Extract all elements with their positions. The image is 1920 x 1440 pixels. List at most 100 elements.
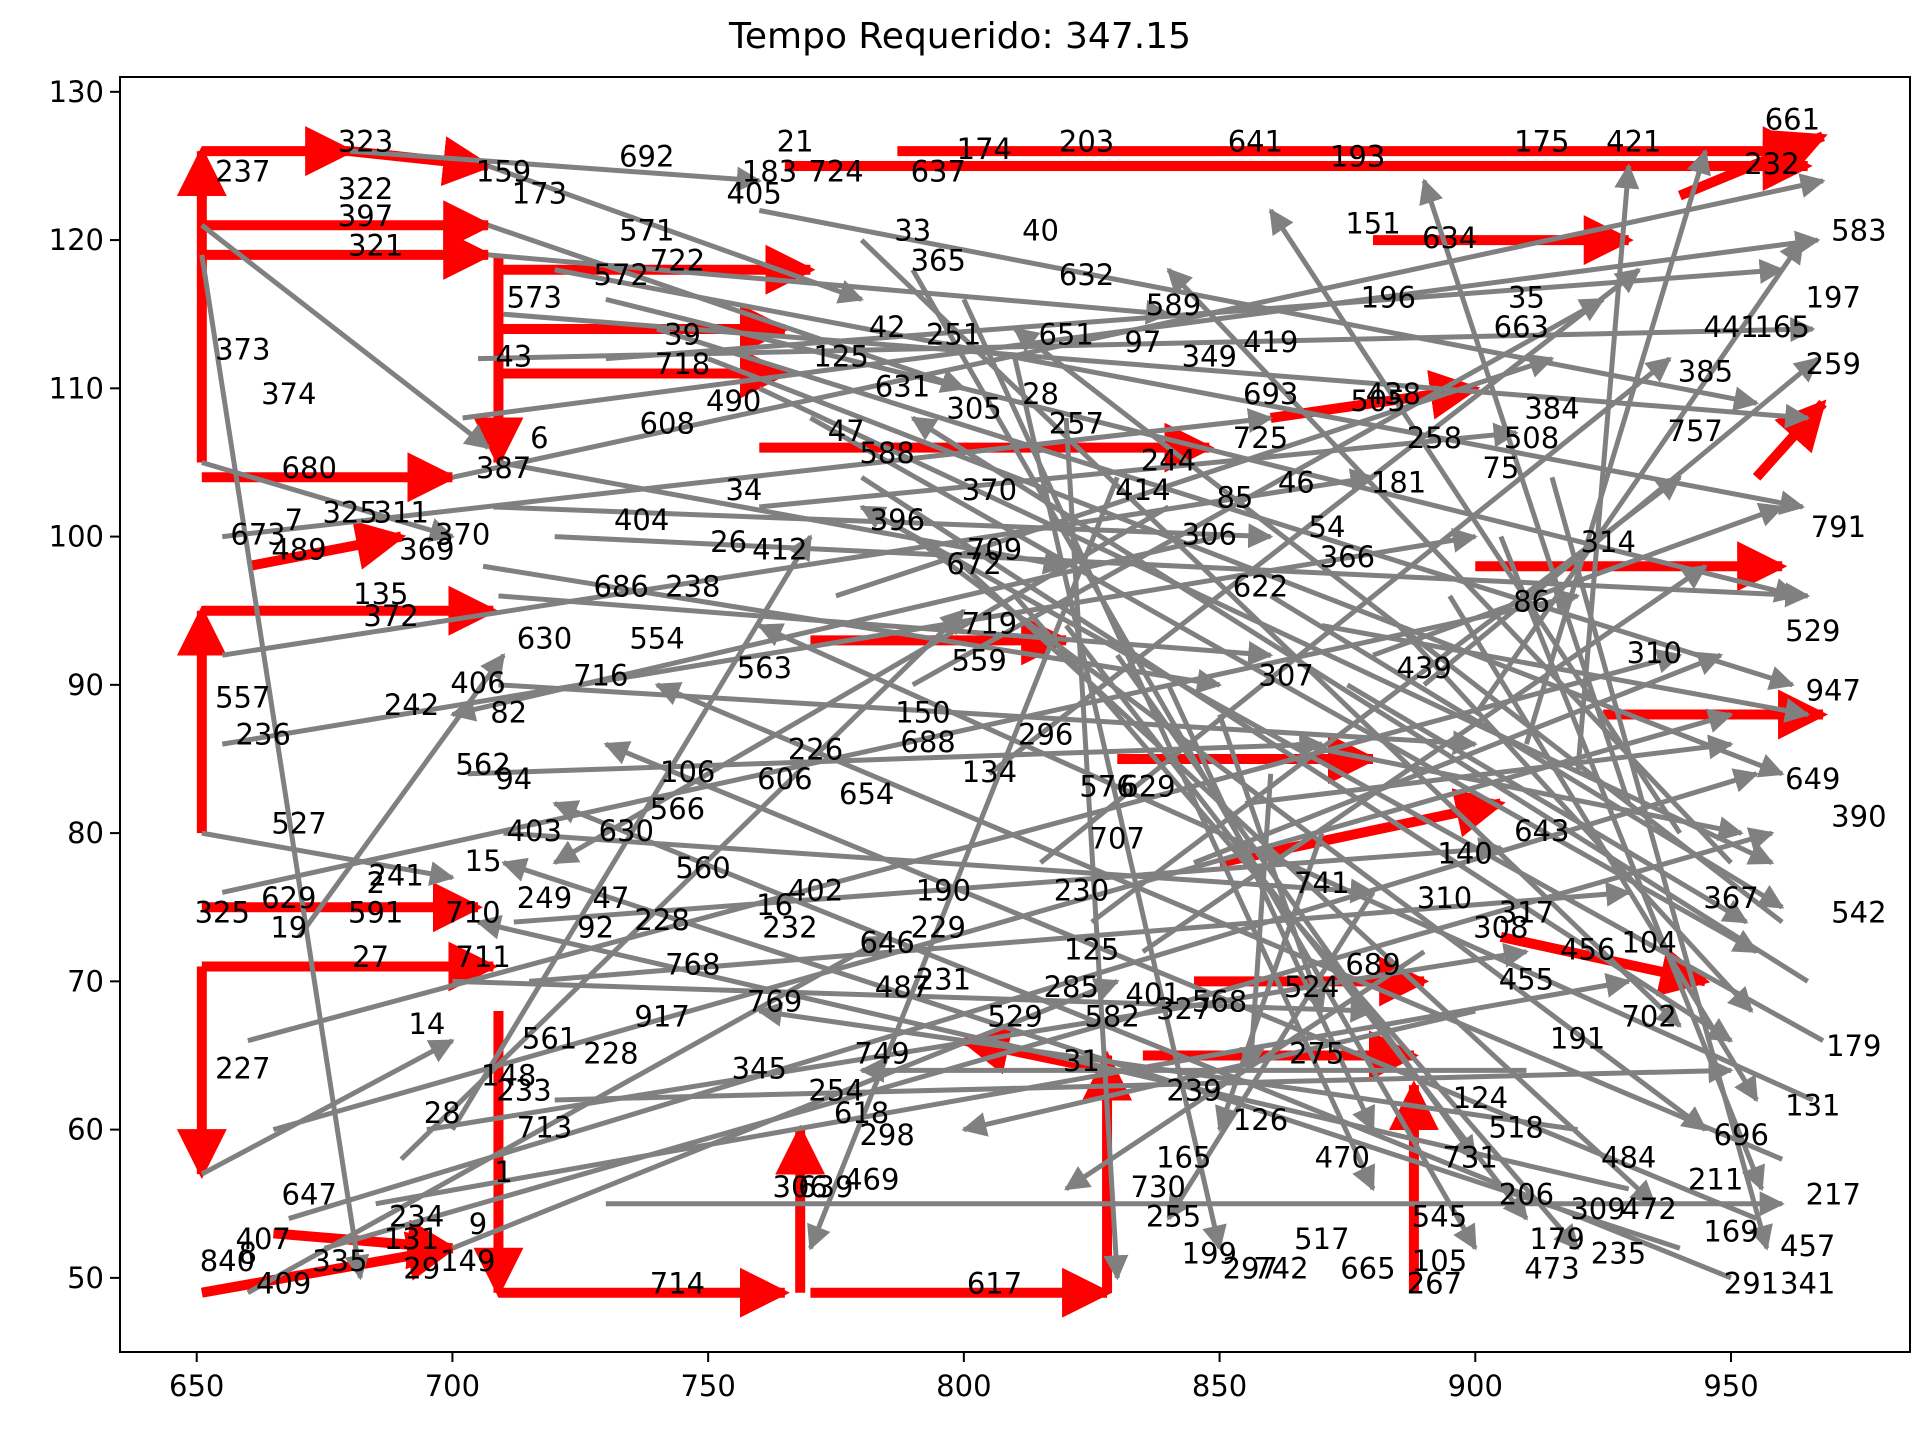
gray-edge (910, 415, 1810, 984)
node-label: 517 (1294, 1222, 1349, 1256)
node-label: 31 (1063, 1044, 1100, 1078)
node-label: 689 (1345, 948, 1400, 982)
gray-edge (859, 504, 1825, 1043)
node-label: 405 (726, 177, 781, 211)
node-label: 327 (1156, 992, 1211, 1026)
node-label: 367 (1703, 881, 1758, 915)
y-tick-label: 90 (67, 668, 104, 702)
node-label: 165 (1156, 1140, 1211, 1174)
node-label: 226 (788, 733, 843, 767)
node-label: 199 (1182, 1237, 1237, 1271)
node-label: 560 (675, 851, 730, 885)
node-label: 661 (1765, 102, 1820, 136)
node-label: 179 (1529, 1222, 1584, 1256)
gray-edge (1013, 594, 1580, 1251)
route-edge (246, 520, 407, 572)
route-edge (1752, 399, 1827, 481)
node-label: 484 (1601, 1140, 1656, 1174)
gray-edge (554, 1058, 1734, 1103)
node-label: 693 (1243, 377, 1298, 411)
node-label: 242 (384, 688, 439, 722)
node-label: 649 (1785, 762, 1840, 796)
node-label: 40 (1022, 214, 1059, 248)
node-label: 104 (1621, 925, 1676, 959)
gray-edge (605, 258, 1785, 362)
node-label: 124 (1453, 1081, 1508, 1115)
node-label: 306 (1182, 518, 1237, 552)
node-label: 571 (619, 214, 674, 248)
x-tick-label: 900 (1448, 1369, 1503, 1403)
node-label: 125 (813, 340, 868, 374)
node-label: 692 (619, 140, 674, 174)
node-label: 231 (916, 962, 971, 996)
node-label: 696 (1714, 1118, 1769, 1152)
node-label: 239 (1166, 1074, 1221, 1108)
node-label: 591 (348, 896, 403, 930)
node-label: 947 (1806, 673, 1861, 707)
gray-edge (1321, 623, 1811, 723)
node-label: 654 (839, 777, 894, 811)
node-label: 179 (1826, 1029, 1881, 1063)
node-label: 46 (1278, 466, 1315, 500)
node-label: 518 (1489, 1111, 1544, 1145)
node-label: 34 (725, 473, 762, 507)
node-label: 366 (1320, 540, 1375, 574)
node-label: 174 (957, 132, 1012, 166)
node-label: 228 (634, 903, 689, 937)
node-label: 234 (389, 1200, 444, 1234)
node-label: 917 (634, 999, 689, 1033)
node-label: 365 (911, 243, 966, 277)
node-label: 769 (747, 985, 802, 1019)
node-label: 86 (1513, 584, 1550, 618)
node-label: 26 (710, 525, 747, 559)
node-label: 175 (1514, 125, 1569, 159)
node-label: 409 (256, 1266, 311, 1300)
edge-layer (199, 148, 1826, 1295)
node-label: 562 (455, 747, 510, 781)
node-label: 401 (1125, 977, 1180, 1011)
node-label: 622 (1233, 569, 1288, 603)
node-label: 438 (1366, 377, 1421, 411)
route-layer (176, 126, 1829, 1318)
node-label: 237 (215, 154, 270, 188)
node-label: 840 (200, 1244, 255, 1278)
node-label: 47 (593, 881, 630, 915)
node-label: 297 (1223, 1251, 1278, 1285)
node-label: 322 (338, 172, 393, 206)
node-label: 559 (952, 644, 1007, 678)
node-label: 28 (1022, 377, 1059, 411)
node-label: 617 (967, 1266, 1022, 1300)
node-label: 637 (911, 154, 966, 188)
gray-edge (222, 408, 1274, 540)
node-label: 370 (962, 473, 1017, 507)
node-label: 131 (384, 1222, 439, 1256)
node-label: 672 (946, 547, 1001, 581)
node-label: 673 (230, 518, 285, 552)
gray-edge (987, 267, 1641, 776)
node-label: 387 (476, 451, 531, 485)
gray-edge (375, 972, 1632, 1207)
node-label: 7 (285, 503, 303, 537)
node-label: 722 (650, 243, 705, 277)
x-tick-label: 950 (1703, 1369, 1758, 1403)
x-tick-label: 750 (680, 1369, 735, 1403)
gray-edge (552, 504, 1170, 865)
node-label: 589 (1146, 288, 1201, 322)
node-label: 43 (495, 340, 532, 374)
chart-title: Tempo Requerido: 347.15 (728, 16, 1191, 57)
node-label: 557 (215, 681, 270, 715)
node-label: 307 (1258, 658, 1313, 692)
node-label: 335 (312, 1244, 367, 1278)
node-label: 572 (594, 258, 649, 292)
node-label: 406 (450, 666, 505, 700)
node-label: 106 (660, 755, 715, 789)
node-label: 317 (1499, 896, 1554, 930)
node-label: 249 (517, 881, 572, 915)
node-label: 529 (1785, 614, 1840, 648)
node-label: 456 (1560, 933, 1615, 967)
node-label: 27 (352, 940, 389, 974)
node-label: 402 (788, 873, 843, 907)
x-tick-label: 700 (425, 1369, 480, 1403)
